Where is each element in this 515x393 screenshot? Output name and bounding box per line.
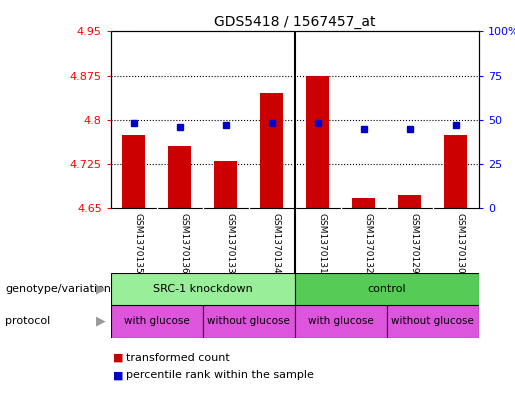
Bar: [111, 305, 203, 338]
Bar: [122, 134, 145, 208]
Text: GSM1370134: GSM1370134: [272, 213, 281, 274]
Bar: [399, 195, 421, 208]
Text: transformed count: transformed count: [126, 353, 230, 363]
Text: GSM1370129: GSM1370129: [410, 213, 419, 274]
Text: without glucose: without glucose: [208, 316, 290, 326]
Bar: [352, 198, 375, 208]
Text: ■: ■: [113, 353, 124, 363]
Text: GSM1370135: GSM1370135: [134, 213, 143, 274]
Bar: [295, 273, 479, 305]
Text: GSM1370131: GSM1370131: [318, 213, 327, 274]
Bar: [168, 147, 191, 208]
Text: ▶: ▶: [96, 315, 105, 328]
Title: GDS5418 / 1567457_at: GDS5418 / 1567457_at: [214, 15, 375, 29]
Text: ▶: ▶: [96, 282, 105, 296]
Text: genotype/variation: genotype/variation: [5, 284, 111, 294]
Bar: [387, 305, 479, 338]
Bar: [214, 161, 237, 208]
Text: SRC-1 knockdown: SRC-1 knockdown: [153, 284, 253, 294]
Bar: [260, 94, 283, 208]
Bar: [111, 273, 295, 305]
Text: protocol: protocol: [5, 316, 50, 326]
Bar: [306, 75, 330, 208]
Text: with glucose: with glucose: [308, 316, 374, 326]
Text: GSM1370132: GSM1370132: [364, 213, 373, 274]
Text: without glucose: without glucose: [391, 316, 474, 326]
Text: control: control: [368, 284, 406, 294]
Text: percentile rank within the sample: percentile rank within the sample: [126, 370, 314, 380]
Text: GSM1370133: GSM1370133: [226, 213, 235, 274]
Text: ■: ■: [113, 370, 124, 380]
Text: GSM1370130: GSM1370130: [456, 213, 465, 274]
Bar: [295, 305, 387, 338]
Text: GSM1370136: GSM1370136: [180, 213, 189, 274]
Text: with glucose: with glucose: [124, 316, 190, 326]
Bar: [203, 305, 295, 338]
Bar: [444, 134, 468, 208]
